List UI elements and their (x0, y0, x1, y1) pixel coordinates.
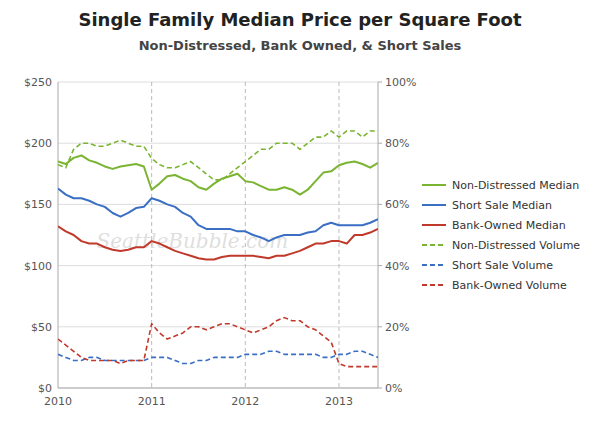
series-line (58, 351, 378, 363)
y2-tick (378, 265, 382, 266)
legend-swatch (422, 204, 446, 206)
legend-label: Bank-Owned Median (452, 219, 566, 232)
grid-line (58, 326, 378, 327)
grid (58, 82, 378, 388)
series-line (58, 155, 378, 194)
y-tick-label: $0 (38, 382, 52, 395)
legend-label: Bank-Owned Volume (452, 279, 567, 292)
y2-tick (378, 204, 382, 205)
y2-axis (378, 82, 379, 388)
x-axis (58, 388, 378, 389)
x-tick-label: 2012 (231, 395, 259, 408)
title: Single Family Median Price per Square Fo… (78, 9, 521, 30)
legend-swatch (422, 184, 446, 186)
y-tick-label: $150 (24, 198, 52, 211)
series-line (58, 318, 378, 367)
lines (58, 131, 378, 367)
legend-swatch (422, 244, 446, 246)
y2-tick-label: 60% (385, 198, 409, 211)
grid-line (58, 82, 378, 83)
series-line (58, 226, 378, 259)
y2-tick (378, 82, 382, 83)
legend-swatch (422, 224, 446, 226)
legend-label: Non-Distressed Volume (452, 239, 580, 252)
series-line (58, 131, 378, 180)
chart: Single Family Median Price per Square Fo… (0, 0, 600, 434)
y-tick-label: $200 (24, 137, 52, 150)
grid-line (58, 204, 378, 205)
y2-tick-label: 0% (385, 382, 402, 395)
y2-tick (378, 388, 382, 389)
grid-line (58, 265, 378, 266)
y-tick-label: $100 (24, 260, 52, 273)
grid-line (58, 143, 378, 144)
legend-label: Short Sale Median (452, 199, 552, 212)
grid-line (58, 388, 378, 389)
x-grid-line (338, 82, 339, 388)
y2-tick-label: 100% (385, 76, 416, 89)
y2-tick (378, 326, 382, 327)
legend-label: Non-Distressed Median (452, 179, 579, 192)
y2-tick-label: 80% (385, 137, 409, 150)
y-tick-label: $250 (24, 76, 52, 89)
legend-label: Short Sale Volume (452, 259, 553, 272)
y2-tick-label: 40% (385, 260, 409, 273)
y2-tick (378, 143, 382, 144)
subtitle: Non-Distressed, Bank Owned, & Short Sale… (139, 38, 462, 53)
y-tick-label: $50 (31, 321, 52, 334)
x-tick-label: 2013 (325, 395, 353, 408)
legend: Non-Distressed Median Short Sale Median Ba… (422, 179, 580, 292)
y2-tick-label: 20% (385, 321, 409, 334)
legend-swatch (422, 264, 446, 266)
x-tick-label: 2011 (138, 395, 166, 408)
x-tick-label: 2010 (44, 395, 72, 408)
y-axis (58, 82, 59, 388)
series-line (58, 188, 378, 241)
legend-swatch (422, 284, 446, 286)
